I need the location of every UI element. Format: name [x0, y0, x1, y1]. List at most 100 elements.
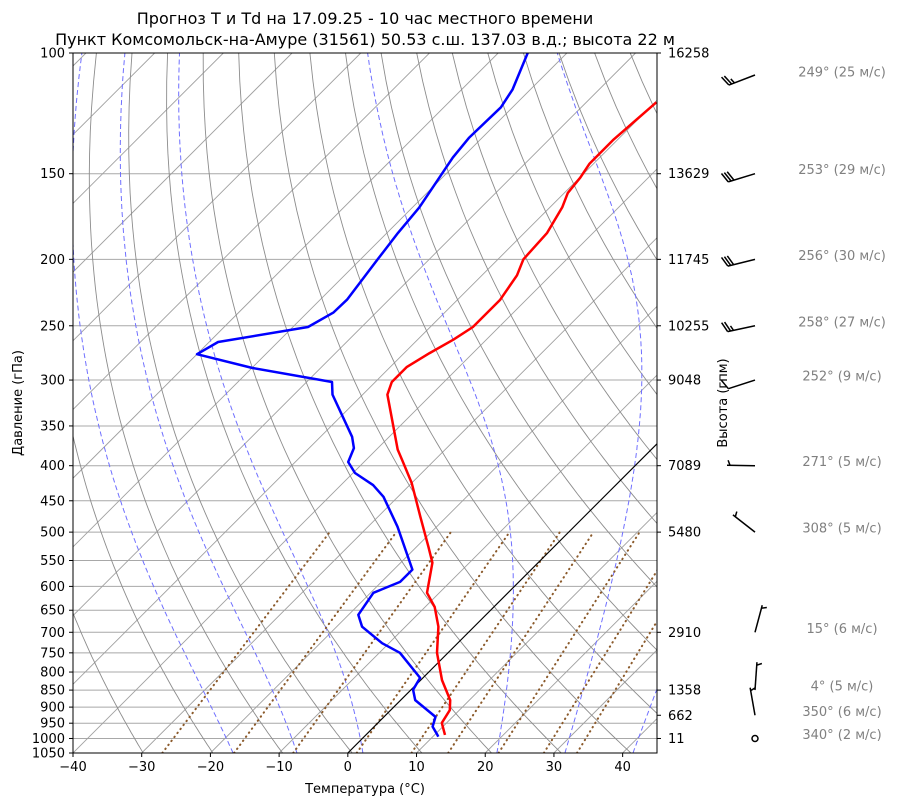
wind-barb: [720, 379, 756, 390]
mixing-ratio-line: [355, 531, 511, 753]
x-tick-label: −20: [197, 760, 224, 775]
wind-barb-half: [734, 511, 738, 517]
isotherm-line: [416, 511, 657, 753]
wind-label: 249° (25 м/с): [798, 66, 886, 81]
wind-barb-staff: [749, 687, 756, 716]
wind-barb-staff: [727, 325, 756, 333]
y-tick-label: 200: [40, 253, 65, 268]
wind-barb: [754, 662, 763, 691]
dry-adiabat-line: [879, 53, 900, 753]
dry-adiabat-line: [594, 53, 657, 190]
dry-adiabat-line: [773, 53, 900, 753]
y-tick-label: 100: [40, 47, 65, 62]
wind-barb-half: [729, 325, 735, 331]
dry-adiabat-line: [202, 53, 492, 753]
mixing-ratio-line: [233, 531, 398, 753]
wind-barb-staff: [727, 258, 756, 267]
height-tick-label: 16258: [668, 47, 709, 62]
wind-barb-staff: [754, 605, 763, 633]
wind-barb-full: [720, 256, 729, 267]
wind-barb-full: [726, 171, 735, 181]
wind-barb-staff: [728, 74, 756, 86]
dry-adiabat-line: [808, 53, 900, 753]
y-tick-label: 650: [40, 604, 65, 619]
mixing-ratio-line: [161, 531, 331, 753]
height-tick-label: 7089: [668, 459, 701, 474]
dry-adiabat-line: [737, 53, 900, 753]
axes: −40 −30 −20 −10 0 10 20 30 40 100 150 200 250 300 350 4…: [32, 47, 709, 776]
wind-label: 252° (9 м/с): [802, 370, 881, 385]
dry-adiabat-line: [416, 53, 657, 525]
y-tick-label: 500: [40, 526, 65, 541]
wind-barb-full: [723, 75, 733, 85]
moist-adiabat-line: [178, 53, 364, 753]
wind-barb-half: [756, 662, 763, 666]
isotherm-line: [622, 718, 657, 753]
isotherm-line: [73, 53, 499, 479]
dry-adiabat-line: [629, 53, 657, 115]
wind-label: 350° (6 м/с): [802, 705, 881, 720]
height-tick-label: 10255: [668, 319, 709, 334]
wind-barb-full: [723, 321, 732, 332]
x-tick-label: −40: [59, 760, 86, 775]
x-tick-label: 0: [344, 760, 352, 775]
x-axis-label: Температура (°C): [304, 782, 425, 797]
wind-label: 253° (29 м/с): [798, 163, 886, 178]
dry-adiabat-line: [73, 434, 214, 753]
dry-adiabat-line: [666, 53, 900, 753]
profiles: [195, 53, 657, 738]
y-axis-label: Давление (гПа): [11, 350, 26, 456]
calm-wind-circle: [751, 734, 759, 743]
wind-barb-full: [720, 76, 730, 86]
wind-barb: [720, 74, 756, 86]
height-tick-label: 2910: [668, 626, 701, 641]
background-lines: [73, 53, 900, 753]
dry-adiabat-line: [166, 53, 423, 753]
isotherm-line: [73, 53, 224, 204]
wind-barb: [732, 511, 756, 533]
wind-barb-staff: [728, 379, 756, 390]
mixing-ratio-line: [542, 568, 657, 753]
isotherm-line: [73, 53, 568, 548]
wind-label: 4° (5 м/с): [811, 680, 874, 695]
y-tick-label: 800: [40, 666, 65, 681]
x-tick-label: 30: [546, 760, 563, 775]
moist-adiabat-line: [119, 53, 298, 753]
height-tick-label: 662: [668, 709, 693, 724]
wind-barb-full: [720, 379, 729, 390]
x-tick-label: 40: [614, 760, 631, 775]
isotherm-line: [278, 374, 657, 753]
height-tick-label: 11745: [668, 253, 709, 268]
mixing-ratio-line: [447, 531, 595, 753]
height-tick-label: 5480: [668, 526, 701, 541]
isotherm-line: [73, 99, 657, 685]
wind-barb: [720, 255, 756, 267]
y-tick-label: 1000: [32, 732, 65, 747]
isotherm-line: [210, 305, 657, 753]
isotherm-line: [484, 580, 657, 753]
wind-label: 256° (30 м/с): [798, 249, 886, 264]
height-tick-label: 9048: [668, 374, 701, 389]
x-tick-label: 10: [408, 760, 425, 775]
moist-adiabat-line: [367, 53, 514, 753]
wind-barb-half: [761, 606, 767, 609]
wind-label: 271° (5 м/с): [802, 455, 881, 470]
wind-barb-full: [723, 172, 732, 182]
profile-line-td: [195, 53, 529, 738]
mixing-ratio-line: [497, 531, 641, 753]
wind-barb: [720, 321, 756, 333]
y-tick-label: 950: [40, 717, 65, 732]
y-tick-label: 750: [40, 646, 65, 661]
wind-barb: [720, 171, 756, 183]
wind-barb-half: [727, 459, 731, 466]
dry-adiabat-line: [844, 53, 900, 753]
dry-adiabat-line: [73, 611, 144, 753]
isotherm-line: [73, 53, 293, 273]
wind-barb-half: [750, 687, 756, 692]
dry-adiabat-line: [345, 53, 657, 651]
dry-adiabat-line: [88, 53, 283, 753]
y-tick-label: 250: [40, 319, 65, 334]
wind-barb-staff: [754, 662, 758, 691]
wind-barb-full: [720, 173, 729, 183]
